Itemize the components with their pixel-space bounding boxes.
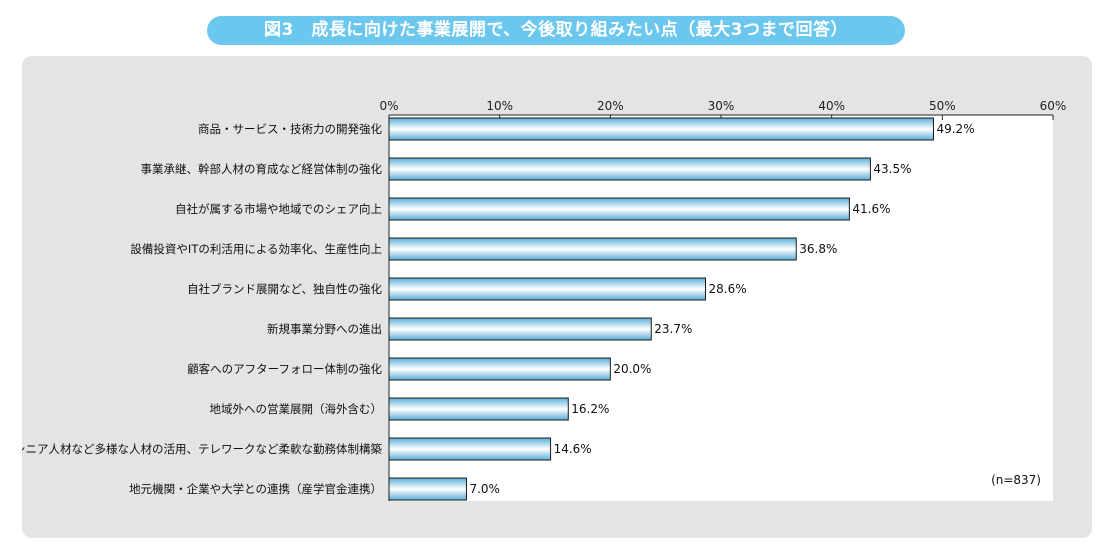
bar: [388, 477, 467, 501]
category-label: 事業承継、幹部人材の育成など経営体制の強化: [141, 162, 383, 176]
bar: [388, 317, 652, 341]
bar: [388, 197, 850, 221]
bar: [388, 157, 871, 181]
x-tick-label: 40%: [818, 99, 845, 113]
x-tick-label: 30%: [708, 99, 735, 113]
category-label: 顧客へのアフターフォロー体制の強化: [187, 362, 382, 376]
x-tick-label: 20%: [597, 99, 624, 113]
bar: [388, 357, 611, 381]
category-label: 女性・シニア人材など多様な人材の活用、テレワークなど柔軟な勤務体制構築: [22, 442, 382, 456]
bar: [388, 437, 552, 461]
bar: [388, 117, 934, 141]
x-tick-label: 10%: [486, 99, 513, 113]
value-label: 28.6%: [709, 282, 747, 296]
bar: [388, 237, 797, 261]
x-tick-label: 60%: [1040, 99, 1067, 113]
x-axis: 0% 10% 20% 30% 40% 50% 60%: [379, 99, 1066, 501]
bar: [388, 277, 707, 301]
category-label: 商品・サービス・技術力の開発強化: [198, 122, 382, 136]
category-label: 自社ブランド展開など、独自性の強化: [187, 282, 382, 296]
value-label: 36.8%: [799, 242, 837, 256]
category-label: 設備投資やITの利活用による効率化、生産性向上: [130, 242, 382, 256]
x-tick-label: 0%: [379, 99, 398, 113]
value-label: 14.6%: [554, 442, 592, 456]
value-label: 20.0%: [613, 362, 651, 376]
value-label: 49.2%: [936, 122, 974, 136]
value-label: 7.0%: [469, 482, 500, 496]
value-label: 16.2%: [571, 402, 609, 416]
chart-title: 図3 成長に向けた事業展開で、今後取り組みたい点（最大3つまで回答）: [207, 16, 905, 45]
bar: [388, 397, 569, 421]
category-label: 新規事業分野への進出: [267, 322, 382, 336]
category-label: 地域外への営業展開（海外含む）: [210, 402, 383, 416]
sample-size-note: (n=837): [991, 473, 1041, 487]
value-label: 41.6%: [852, 202, 890, 216]
chart-panel: 0% 10% 20% 30% 40% 50% 60% 商品・サービス・技術力の開発強化 49.…: [22, 56, 1092, 538]
category-label: 地元機関・企業や大学との連携（産学官金連携）: [129, 482, 382, 496]
value-label: 43.5%: [873, 162, 911, 176]
category-label: 自社が属する市場や地域でのシェア向上: [175, 202, 382, 216]
value-label: 23.7%: [654, 322, 692, 336]
bars: 商品・サービス・技術力の開発強化 49.2% 事業承継、幹部人材の育成など経営体制の…: [22, 117, 975, 501]
bar-chart: 0% 10% 20% 30% 40% 50% 60% 商品・サービス・技術力の開発強化 49.…: [22, 99, 1066, 501]
x-tick-label: 50%: [929, 99, 956, 113]
